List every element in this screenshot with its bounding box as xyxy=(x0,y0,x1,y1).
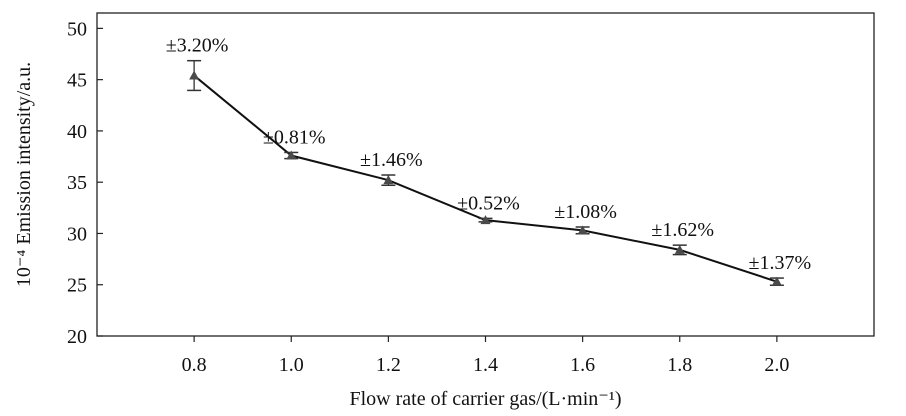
x-axis-title: Flow rate of carrier gas/(L·min⁻¹) xyxy=(349,388,621,410)
x-tick-label: 1.8 xyxy=(667,354,692,376)
error-label: ±1.37% xyxy=(749,252,812,274)
data-point xyxy=(674,244,685,254)
x-tick-label: 2.0 xyxy=(764,354,789,376)
error-label: ±0.52% xyxy=(457,192,520,214)
y-tick-label: 30 xyxy=(67,223,87,245)
x-tick-label: 1.2 xyxy=(376,354,401,376)
y-tick-label: 35 xyxy=(67,172,87,194)
data-point xyxy=(189,70,200,80)
y-tick-label: 20 xyxy=(67,326,87,348)
plot-border xyxy=(96,12,875,337)
error-label: ±0.81% xyxy=(263,126,326,148)
data-point xyxy=(383,175,394,185)
y-tick-label: 50 xyxy=(67,18,87,40)
data-point xyxy=(771,276,782,286)
error-label: ±1.46% xyxy=(360,149,423,171)
error-label: ±1.62% xyxy=(651,219,714,241)
y-tick-label: 25 xyxy=(67,275,87,297)
y-axis-title: 10⁻⁴ Emission intensity/a.u. xyxy=(13,62,35,287)
x-tick-label: 1.6 xyxy=(570,354,595,376)
plot-area xyxy=(96,12,875,337)
x-tick-label: 1.0 xyxy=(279,354,304,376)
x-tick-label: 0.8 xyxy=(182,354,207,376)
series-line xyxy=(193,74,778,283)
error-label: ±1.08% xyxy=(554,201,617,223)
y-axis: 20 25 30 35 40 45 50 xyxy=(67,18,103,348)
y-tick-label: 45 xyxy=(67,70,87,92)
data-point xyxy=(286,150,297,160)
data-point xyxy=(577,225,588,235)
error-label: ±3.20% xyxy=(166,35,229,57)
x-tick-label: 1.4 xyxy=(473,354,498,376)
data-point xyxy=(480,215,491,225)
y-tick-label: 40 xyxy=(67,121,87,143)
x-axis: 0.8 1.0 1.2 1.4 1.6 1.8 2.0 xyxy=(182,336,789,376)
series-layer: ±3.20% ±0.81% ±1.46% ±0.52% ±1.08% ±1.62% ±1.3… xyxy=(166,35,811,286)
